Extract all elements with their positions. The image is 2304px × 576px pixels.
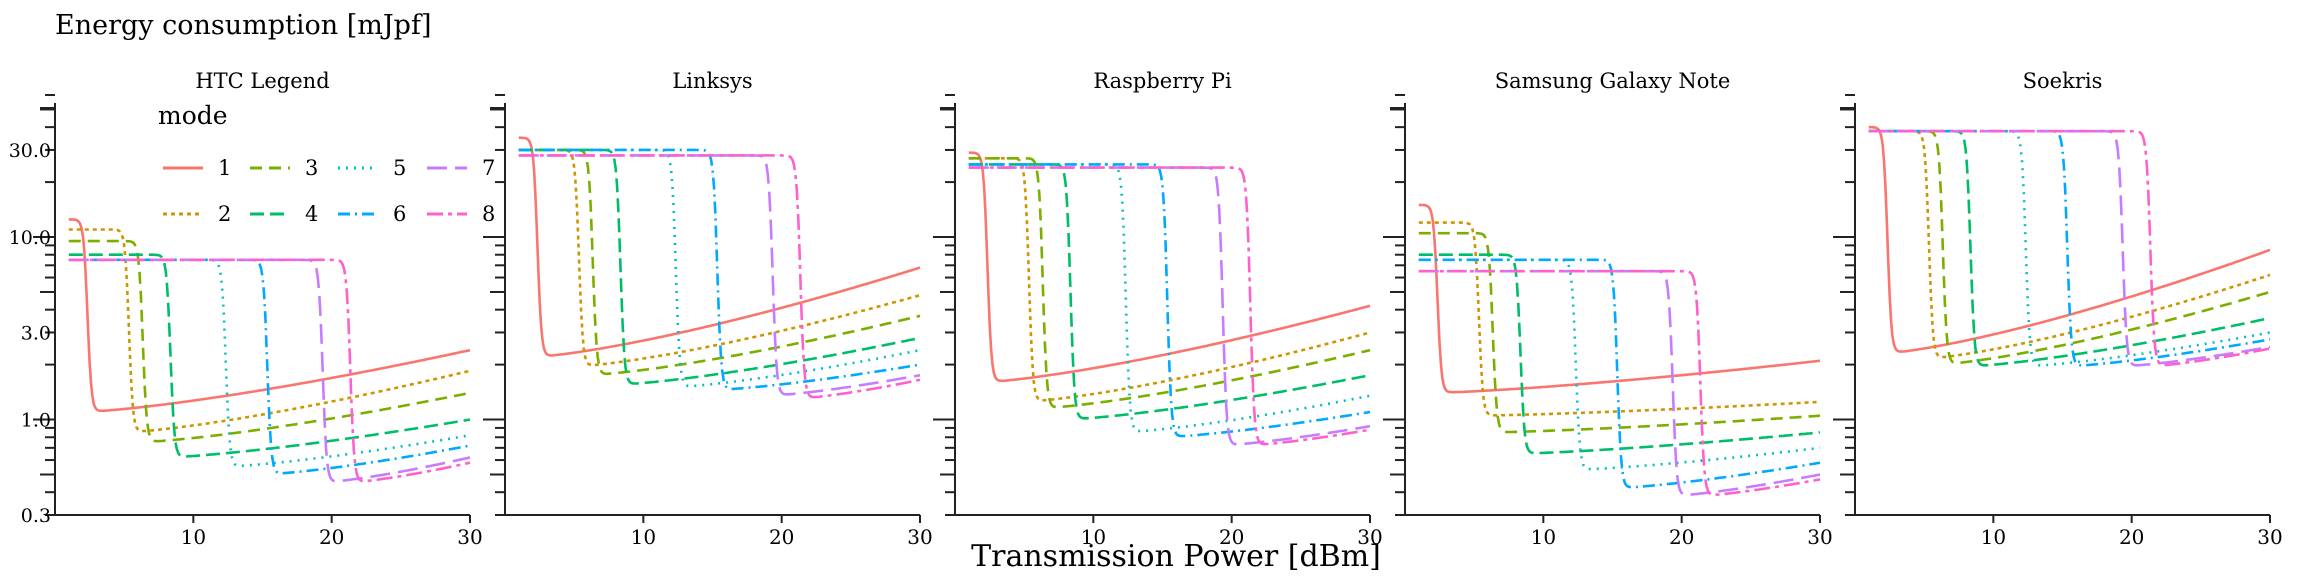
series-line-8 <box>968 166 1371 446</box>
legend-item: 6 <box>338 202 406 226</box>
series-line-4 <box>1868 129 2271 367</box>
x-tick-label: 30 <box>457 525 482 549</box>
x-tick-label: 20 <box>769 525 794 549</box>
panel: Soekris 10 20 30 <box>1833 69 2283 549</box>
series-line-5 <box>1868 129 2271 367</box>
x-tick-label: 10 <box>181 525 206 549</box>
legend-title: mode <box>158 101 228 130</box>
legend-item: 1 <box>163 156 231 180</box>
series-line-2 <box>1868 129 2271 359</box>
x-tick-label: 20 <box>1669 525 1694 549</box>
x-tick-label: 20 <box>319 525 344 549</box>
series-line-4 <box>68 253 471 458</box>
x-tick-label: 30 <box>907 525 932 549</box>
series-line-6 <box>68 258 471 475</box>
y-tick-label: 3.0 <box>21 322 51 344</box>
legend-label: 1 <box>218 156 231 180</box>
series-line-2 <box>1418 221 1820 417</box>
legend-item: 5 <box>338 156 406 180</box>
series-line-8 <box>1868 129 2271 367</box>
series-line-6 <box>968 163 1371 438</box>
series-line-8 <box>68 258 471 483</box>
y-tick-label: 10.0 <box>9 227 51 249</box>
series-line-7 <box>1868 129 2271 367</box>
x-tick-label: 30 <box>1807 525 1832 549</box>
series-line-8 <box>518 154 921 399</box>
x-tick-label: 20 <box>1219 525 1244 549</box>
legend-label: 7 <box>482 156 495 180</box>
x-tick-label: 30 <box>1357 525 1382 549</box>
panel-title: Raspberry Pi <box>1093 69 1232 93</box>
panel-title: Soekris <box>2023 69 2103 93</box>
x-tick-label: 10 <box>1981 525 2006 549</box>
x-tick-label: 30 <box>2257 525 2282 549</box>
series-line-3 <box>68 239 471 443</box>
legend-item: 7 <box>427 156 495 180</box>
legend-item: 8 <box>427 202 495 226</box>
y-tick-label: 30.0 <box>9 140 51 162</box>
series-line-8 <box>1418 269 1821 497</box>
series-line-2 <box>968 157 1371 402</box>
series-line-7 <box>968 166 1371 446</box>
x-tick-label: 20 <box>2119 525 2144 549</box>
x-tick-label: 10 <box>631 525 656 549</box>
legend-item: 3 <box>250 156 318 180</box>
series-line-6 <box>518 148 921 391</box>
legend-item: 2 <box>163 202 231 226</box>
x-tick-label: 10 <box>1081 525 1106 549</box>
legend-label: 5 <box>393 156 406 180</box>
panel: Raspberry Pi 10 20 30 <box>933 69 1383 549</box>
y-tick-label: 1.0 <box>21 410 51 432</box>
series-line-3 <box>1418 231 1821 434</box>
x-axis-title: Transmission Power [dBm] <box>971 539 1381 574</box>
legend-label: 4 <box>305 202 318 226</box>
x-tick-label: 10 <box>1531 525 1556 549</box>
series-line-2 <box>518 148 921 367</box>
panel-title: Samsung Galaxy Note <box>1495 69 1731 93</box>
series-line-6 <box>1418 258 1821 489</box>
series-line-1 <box>1868 125 2271 353</box>
legend-label: 2 <box>218 202 231 226</box>
panel: Linksys 10 20 30 <box>483 69 933 549</box>
legend: mode 1 3 5 7 2 4 6 8 <box>158 101 495 226</box>
series-line-4 <box>1418 253 1821 455</box>
panel: HTC Legend 0.3 1.0 3.0 10.0 30.0 10 20 30 <box>9 69 483 549</box>
series-line-5 <box>518 148 921 388</box>
y-tick-label: 0.3 <box>21 505 51 527</box>
panel-title: HTC Legend <box>195 69 329 93</box>
y-axis-title: Energy consumption [mJpf] <box>55 10 431 41</box>
legend-item: 4 <box>250 202 318 226</box>
series-line-3 <box>1868 129 2271 365</box>
series-line-3 <box>518 148 921 376</box>
series-line-1 <box>1418 203 1821 394</box>
legend-label: 8 <box>482 202 495 226</box>
series-line-7 <box>1418 269 1821 497</box>
panel: Samsung Galaxy Note 10 20 30 <box>1383 69 1833 549</box>
legend-label: 3 <box>305 156 318 180</box>
series-line-6 <box>1868 129 2271 367</box>
panel-title: Linksys <box>672 69 752 93</box>
legend-label: 6 <box>393 202 406 226</box>
